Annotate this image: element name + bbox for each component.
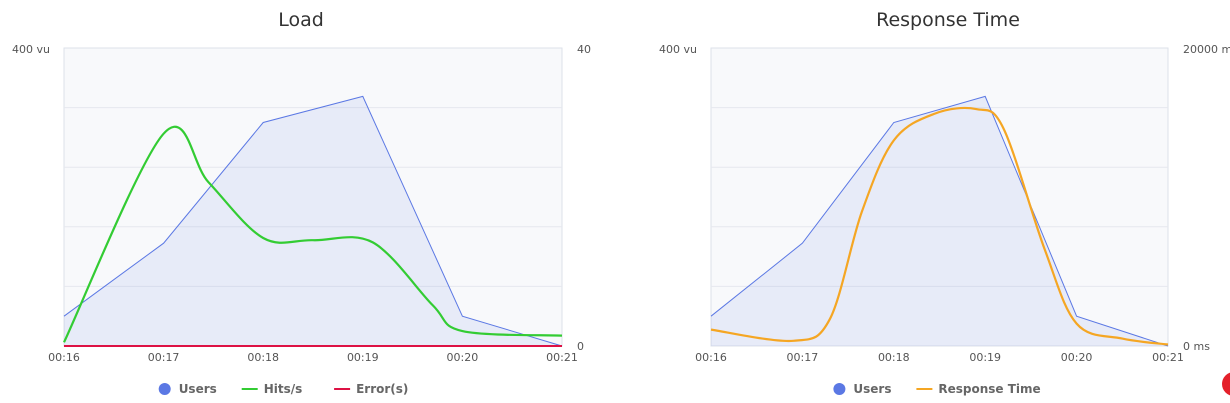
response-time-chart: Response Time 400 vu 20000 m 0 ms 00:16 00:17… (659, 9, 1230, 396)
plot-area (63, 47, 563, 347)
y-right-tick-label: 40 (577, 43, 591, 56)
legend-label: Users (179, 382, 217, 396)
x-tick-label: 00:20 (1061, 351, 1093, 364)
x-tick-label: 00:17 (148, 351, 180, 364)
notification-badge-icon[interactable] (1222, 372, 1230, 396)
users-series-area (711, 96, 1168, 347)
x-tick-label: 00:18 (878, 351, 910, 364)
legend-label: Users (853, 382, 891, 396)
x-tick-label: 00:19 (969, 351, 1001, 364)
legend-marker (833, 383, 846, 395)
hits-s-series-line (63, 125, 563, 343)
plot-area (710, 47, 1169, 347)
legend-marker (158, 383, 171, 395)
legend-label: Response Time (938, 382, 1040, 396)
x-tick-label: 00:20 (447, 351, 479, 364)
legend-item-hits-s: Hits/s (241, 382, 303, 396)
legend-label: Error(s) (356, 382, 408, 396)
legend-item-users: Users (833, 382, 891, 396)
users-series-line (63, 95, 563, 347)
chart-title: Load (278, 9, 324, 31)
users-series-area (64, 96, 562, 347)
users-series-line (710, 95, 1169, 347)
legend-item-error-s: Error(s) (334, 382, 408, 396)
load-chart: Load 400 vu 40 0 00:16 00:17 00:18 00:19 00:20 00… (12, 9, 591, 396)
y-right-tick-label: 0 (577, 340, 584, 353)
x-tick-label: 00:21 (1152, 351, 1184, 364)
chart-title: Response Time (876, 9, 1020, 31)
y-right-tick-label: 0 ms (1183, 340, 1210, 353)
x-tick-label: 00:21 (546, 351, 578, 364)
y-left-tick-label: 400 vu (659, 43, 697, 56)
y-left-tick-label: 400 vu (12, 43, 50, 56)
x-tick-label: 00:19 (347, 351, 379, 364)
y-right-tick-label: 20000 m (1183, 43, 1230, 56)
response-time-series-line (710, 106, 1169, 346)
x-tick-label: 00:18 (247, 351, 279, 364)
legend-label: Hits/s (264, 382, 303, 396)
legend: Users Hits/s Error(s) (158, 382, 408, 396)
x-tick-label: 00:16 (695, 351, 727, 364)
x-tick-label: 00:17 (787, 351, 819, 364)
legend-item-response-time: Response Time (916, 382, 1041, 396)
x-tick-label: 00:16 (48, 351, 80, 364)
legend-item-users: Users (158, 382, 217, 396)
legend: Users Response Time (833, 382, 1041, 396)
